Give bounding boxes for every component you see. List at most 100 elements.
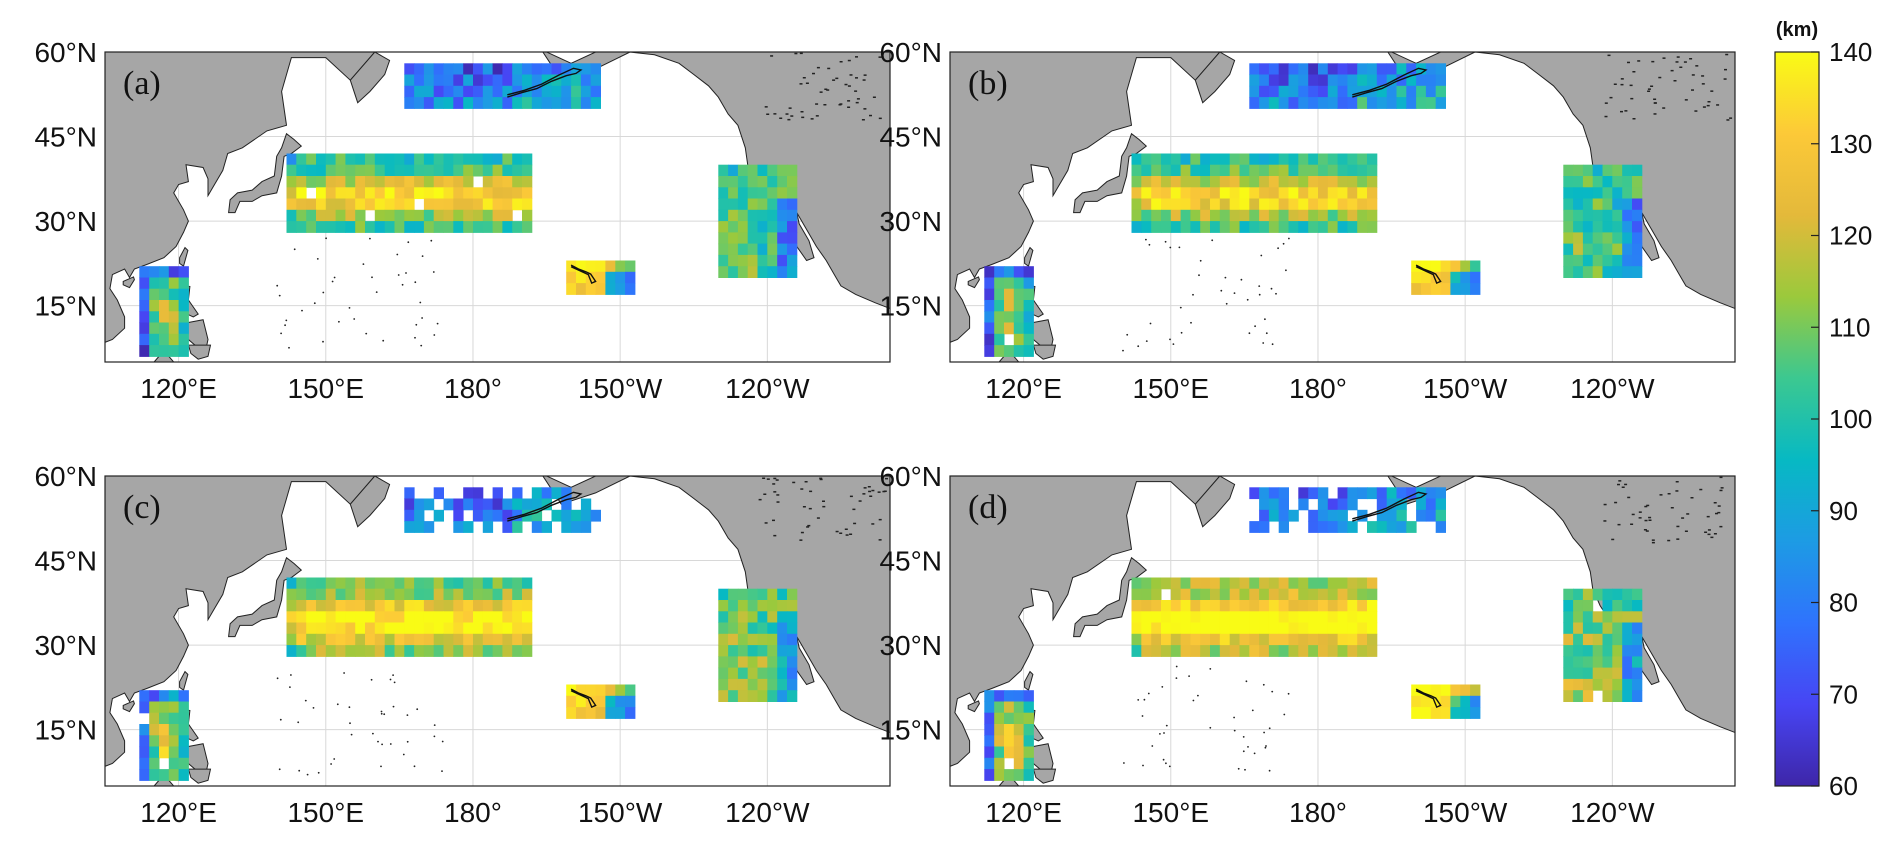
grid-cell xyxy=(718,254,729,267)
grid-cell xyxy=(728,622,739,635)
grid-cell xyxy=(571,97,582,109)
grid-cell xyxy=(433,97,444,109)
island-dot xyxy=(1263,731,1265,734)
grid-cell xyxy=(384,198,395,211)
island-dot xyxy=(1123,762,1125,764)
grid-cell xyxy=(1013,333,1025,346)
grid-cell xyxy=(316,164,327,177)
grid-cell xyxy=(1004,724,1015,736)
grid-cell xyxy=(178,746,189,759)
grid-cell xyxy=(1308,645,1319,657)
grid-cell xyxy=(1440,695,1451,708)
region-grid xyxy=(1563,588,1643,702)
island-dot xyxy=(1165,724,1168,727)
grid-cell xyxy=(1004,277,1015,290)
grid-cell xyxy=(757,187,768,200)
grid-cell xyxy=(1268,97,1280,109)
grid-cell xyxy=(1259,187,1270,200)
grid-cell xyxy=(595,260,606,273)
lon-tick-label: 150°E xyxy=(287,373,364,404)
grid-cell xyxy=(374,588,386,601)
grid-cell xyxy=(1470,271,1481,284)
grid-cell xyxy=(777,633,788,646)
grid-cell xyxy=(1592,243,1603,256)
grid-cell xyxy=(1170,187,1182,200)
grid-cell xyxy=(453,74,464,87)
island-dot xyxy=(1282,242,1285,245)
grid-cell xyxy=(502,209,513,222)
grid-cell xyxy=(404,611,415,624)
grid-cell xyxy=(286,209,297,222)
grid-cell xyxy=(1141,577,1152,590)
grid-cell xyxy=(615,695,626,708)
grid-cell xyxy=(1180,176,1191,188)
grid-cell xyxy=(1327,600,1339,612)
grid-cell xyxy=(1602,232,1613,245)
grid-cell xyxy=(316,187,327,200)
grid-cell xyxy=(1278,63,1289,76)
grid-cell xyxy=(1278,577,1289,590)
grid-cell xyxy=(492,498,503,511)
island-dot xyxy=(822,505,826,508)
grid-cell xyxy=(463,645,474,657)
grid-cell xyxy=(1357,611,1368,624)
grid-cell xyxy=(159,322,170,335)
grid-cell xyxy=(1170,221,1182,233)
grid-cell xyxy=(394,164,405,177)
grid-cell xyxy=(1612,690,1623,702)
grid-cell xyxy=(296,622,307,635)
grid-cell xyxy=(777,221,788,233)
grid-cell xyxy=(1210,198,1221,211)
island-dot xyxy=(815,103,819,105)
grid-cell xyxy=(767,667,778,680)
grid-cell xyxy=(1229,153,1240,166)
island-dot xyxy=(853,522,857,525)
island-dot xyxy=(766,113,770,115)
grid-cell xyxy=(512,187,523,200)
grid-cell xyxy=(1278,600,1289,612)
grid-cell xyxy=(994,322,1005,335)
grid-cell xyxy=(1347,221,1358,233)
grid-cell xyxy=(1219,600,1231,612)
grid-cell xyxy=(1612,633,1623,646)
grid-cell xyxy=(1013,300,1025,312)
grid-cell xyxy=(149,300,160,312)
grid-cell xyxy=(384,153,395,166)
grid-cell xyxy=(316,176,327,188)
grid-cell xyxy=(984,757,995,770)
lon-tick-label: 120°W xyxy=(1570,373,1655,404)
grid-cell xyxy=(1151,187,1162,200)
lon-tick-label: 150°E xyxy=(1132,373,1209,404)
grid-cell xyxy=(443,588,454,601)
grid-cell xyxy=(374,176,386,188)
grid-cell xyxy=(580,509,592,522)
island-dot xyxy=(372,732,374,735)
grid-cell xyxy=(492,645,503,657)
grid-cell xyxy=(1239,209,1250,222)
grid-cell xyxy=(718,209,729,222)
grid-cell xyxy=(463,187,474,200)
grid-cell xyxy=(728,588,739,601)
grid-cell xyxy=(296,633,307,646)
grid-cell xyxy=(168,746,180,759)
grid-cell xyxy=(1632,588,1643,601)
grid-cell xyxy=(1131,221,1142,233)
grid-cell xyxy=(522,622,533,635)
grid-cell xyxy=(625,260,636,273)
grid-cell xyxy=(1367,209,1378,222)
grid-cell xyxy=(492,176,503,188)
grid-cell xyxy=(414,74,425,87)
island-chain xyxy=(1415,264,1442,285)
lon-tick-label: 120°E xyxy=(140,373,217,404)
grid-cell xyxy=(1259,645,1270,657)
grid-cell xyxy=(1259,97,1270,109)
grid-cell xyxy=(296,600,307,612)
grid-cell xyxy=(482,209,494,222)
grid-cell xyxy=(1161,577,1172,590)
grid-cell xyxy=(355,577,366,590)
grid-cell xyxy=(747,645,758,657)
grid-cell xyxy=(1190,588,1201,601)
grid-cell xyxy=(482,74,494,87)
grid-cell xyxy=(1347,645,1358,657)
grid-cell xyxy=(1004,266,1015,278)
